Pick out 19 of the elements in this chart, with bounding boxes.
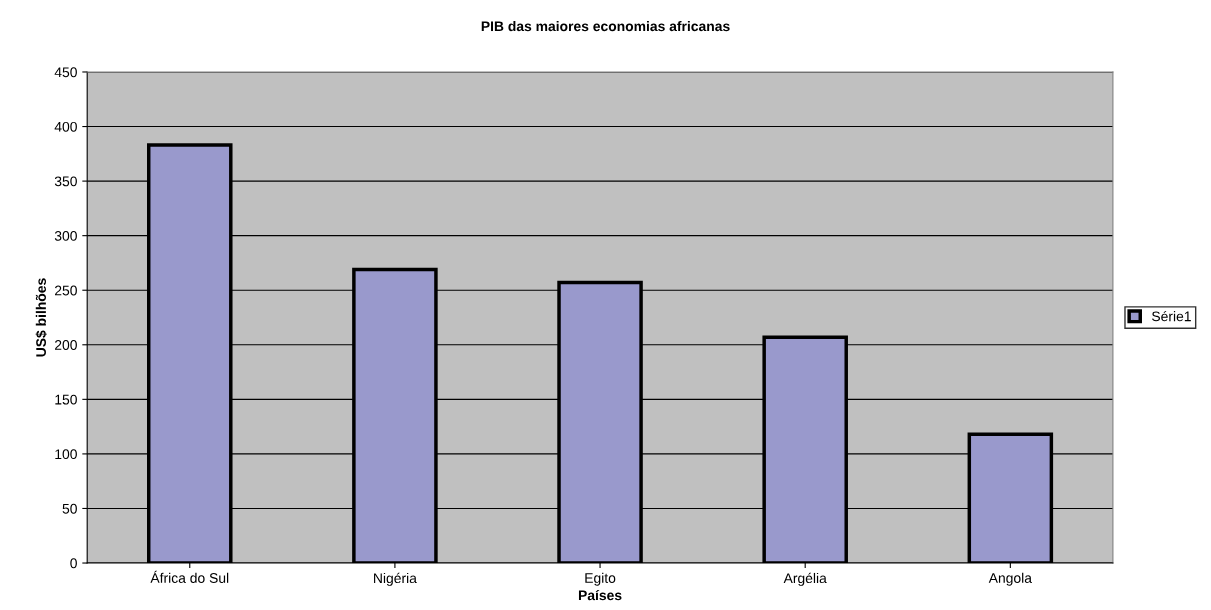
chart-title: PIB das maiores economias africanas: [481, 20, 730, 32]
x-tick-label: Argélia: [783, 572, 827, 586]
y-tick-label: 300: [54, 231, 77, 241]
y-tick-label: 50: [62, 503, 77, 514]
legend-label: Série1: [1152, 310, 1191, 322]
x-tick-label: Angola: [988, 572, 1032, 586]
y-axis-title: US$ bilhões: [35, 278, 47, 357]
y-tick-label: 350: [54, 176, 77, 187]
y-tick-label: 200: [55, 340, 77, 350]
x-tick-label: África do Sul: [150, 570, 229, 583]
x-tick-label: Egito: [585, 572, 616, 586]
y-tick-label: 450: [54, 67, 77, 78]
y-tick-label: 100: [55, 449, 77, 460]
y-tick-label: 150: [55, 394, 77, 405]
y-tick-label: 250: [55, 285, 77, 296]
y-tick-label: 400: [54, 121, 77, 132]
x-axis-title: Países: [578, 589, 622, 601]
x-tick-label: Nigéria: [374, 572, 417, 586]
y-tick-label: 0: [70, 558, 77, 569]
